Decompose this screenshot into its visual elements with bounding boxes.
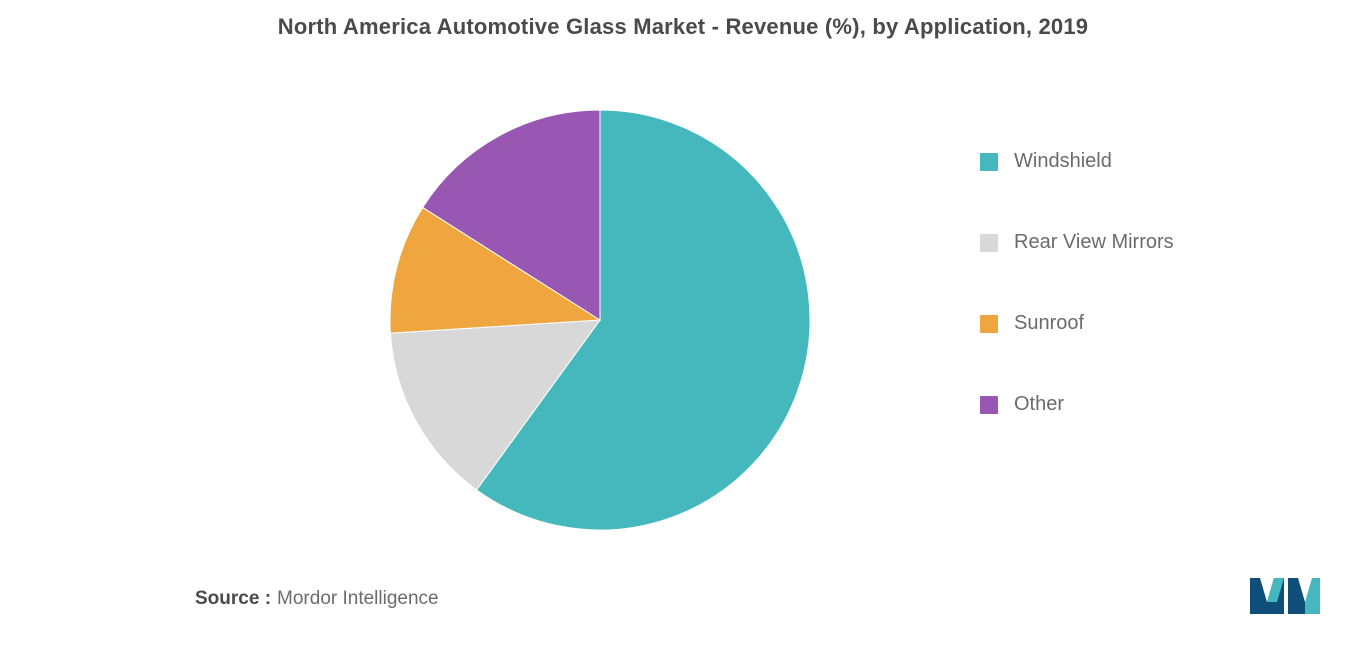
legend-label: Rear View Mirrors <box>1014 231 1174 254</box>
chart-container: North America Automotive Glass Market - … <box>0 0 1366 655</box>
logo-part <box>1288 578 1305 614</box>
source-value: Mordor Intelligence <box>277 588 439 610</box>
legend-label: Other <box>1014 393 1064 416</box>
legend: Windshield Rear View Mirrors Sunroof Other <box>980 150 1174 416</box>
logo-part <box>1305 578 1320 614</box>
source-label: Source : <box>195 588 271 610</box>
pie-slices <box>390 110 810 530</box>
legend-label: Sunroof <box>1014 312 1084 335</box>
legend-item: Rear View Mirrors <box>980 231 1174 254</box>
legend-item: Sunroof <box>980 312 1174 335</box>
legend-item: Windshield <box>980 150 1174 173</box>
source-footer: Source : Mordor Intelligence <box>195 588 439 610</box>
legend-swatch <box>980 315 998 333</box>
legend-swatch <box>980 396 998 414</box>
legend-label: Windshield <box>1014 150 1112 173</box>
brand-logo-svg <box>1250 572 1320 616</box>
logo-part <box>1250 578 1267 614</box>
legend-swatch <box>980 153 998 171</box>
legend-item: Other <box>980 393 1174 416</box>
brand-logo <box>1250 572 1320 616</box>
legend-swatch <box>980 234 998 252</box>
brand-logo-shapes <box>1250 578 1320 614</box>
